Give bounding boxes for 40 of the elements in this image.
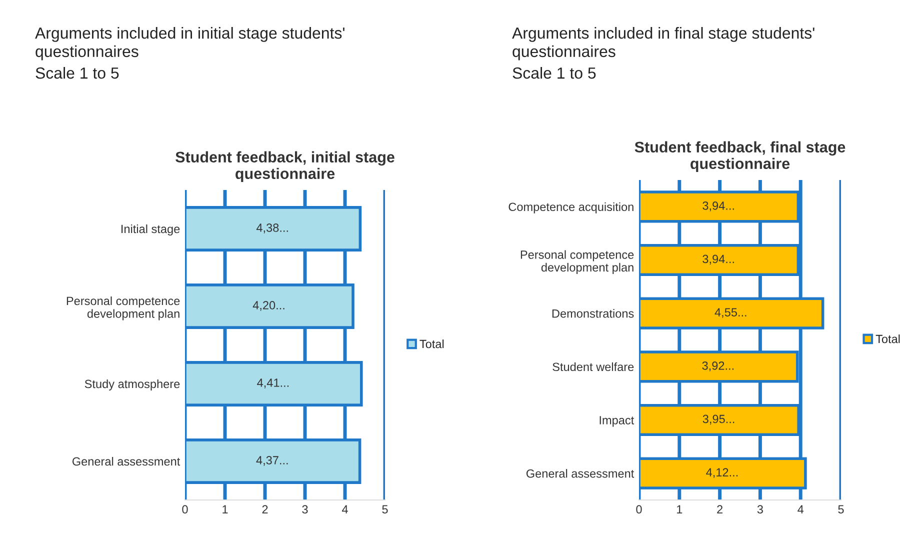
y-tick-label: Personal competence development plan	[520, 250, 634, 274]
data-label: 3,94...	[702, 254, 734, 265]
y-tick-label: Personal competence development plan	[66, 296, 180, 320]
data-label: 4,37...	[256, 456, 288, 466]
y-tick-label: Demonstrations	[552, 309, 634, 318]
x-tick-label: 4	[798, 505, 804, 514]
data-label: 4,20...	[252, 301, 284, 311]
x-tick-label: 1	[222, 505, 228, 514]
x-tick-label: 5	[838, 505, 844, 514]
chart-title: Student feedback, initial stage questionnaire	[176, 151, 394, 182]
data-label: 3,92...	[702, 361, 734, 372]
x-tick-label: 5	[382, 505, 388, 514]
x-tick-label: 1	[677, 505, 682, 514]
y-tick-label: Competence acquisition	[508, 202, 634, 214]
y-tick-label: Study atmosphere	[84, 379, 180, 390]
x-tick-label: 0	[182, 505, 188, 514]
legend-label: Total	[420, 339, 444, 348]
y-tick-label: General assessment	[72, 456, 180, 466]
x-tick-label: 2	[262, 505, 268, 514]
data-label: 4,12...	[706, 468, 738, 478]
data-label: 3,94...	[702, 201, 734, 212]
text: Scale 1 to 5	[36, 67, 119, 79]
y-tick-label: Impact	[600, 416, 634, 427]
data-label: 3,95...	[702, 414, 734, 425]
x-tick-label: 4	[342, 505, 348, 514]
x-tick-label: 3	[302, 505, 308, 514]
x-tick-label: 0	[636, 505, 642, 514]
x-tick-label: 3	[757, 505, 763, 514]
data-label: 4,38...	[256, 224, 288, 234]
chart-title: Student feedback, final stage questionnaire	[634, 141, 846, 172]
x-tick-label: 2	[717, 505, 722, 514]
legend-label: Total	[876, 334, 900, 344]
y-tick-label: General assessment	[526, 469, 634, 478]
y-tick-label: Initial stage	[122, 224, 180, 236]
y-tick-label: Student welfare	[552, 362, 634, 372]
text: Arguments included in final stage students' questionnaires	[512, 27, 814, 60]
text: Arguments included in initial stage students' questionnaires	[35, 27, 344, 60]
text: Scale 1 to 5	[512, 67, 596, 79]
data-label: 4,55...	[714, 308, 746, 318]
data-label: 4,41...	[257, 378, 289, 388]
